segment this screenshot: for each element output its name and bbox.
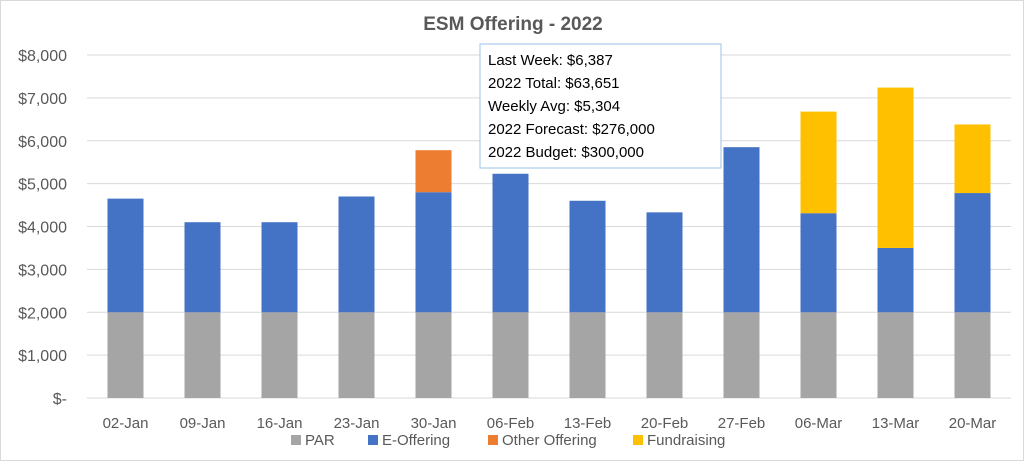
annotation-line: 2022 Total: $63,651: [488, 75, 620, 92]
bar-e-offering: [954, 193, 991, 313]
bar-e-offering: [646, 212, 683, 313]
legend-label: Other Offering: [502, 432, 597, 449]
x-tick-label: 06-Feb: [487, 415, 535, 432]
bar-fundraising: [800, 111, 837, 214]
bar-par: [877, 312, 914, 398]
y-tick-label: $4,000: [18, 220, 67, 237]
bar-par: [338, 312, 375, 398]
annotation-line: 2022 Budget: $300,000: [488, 144, 644, 161]
y-tick-label: $5,000: [18, 177, 67, 194]
x-tick-label: 13-Mar: [872, 415, 920, 432]
annotation-line: 2022 Forecast: $276,000: [488, 121, 655, 138]
x-tick-label: 20-Feb: [641, 415, 689, 432]
annotation-border: [479, 43, 722, 169]
y-tick-label: $7,000: [18, 91, 67, 108]
bar-e-offering: [184, 222, 221, 313]
y-tick-label: $3,000: [18, 262, 67, 279]
bar-e-offering: [569, 200, 606, 313]
y-tick-label: $-: [53, 391, 67, 408]
x-tick-label: 30-Jan: [411, 415, 457, 432]
bar-e-offering: [107, 198, 144, 313]
bar-par: [415, 312, 452, 398]
bar-e-offering: [261, 222, 298, 313]
y-tick-label: $2,000: [18, 305, 67, 322]
x-tick-label: 13-Feb: [564, 415, 612, 432]
bars: [107, 87, 991, 398]
bar-fundraising: [877, 87, 914, 248]
bar-par: [646, 312, 683, 398]
bar-par: [800, 312, 837, 398]
legend-swatch: [291, 435, 301, 445]
y-tick-label: $8,000: [18, 48, 67, 65]
bar-par: [492, 312, 529, 398]
legend-label: E-Offering: [382, 432, 450, 449]
x-tick-label: 02-Jan: [103, 415, 149, 432]
bar-par: [569, 312, 606, 398]
bar-e-offering: [492, 173, 529, 313]
legend-swatch: [368, 435, 378, 445]
bar-par: [107, 312, 144, 398]
x-tick-label: 27-Feb: [718, 415, 766, 432]
y-tick-label: $1,000: [18, 348, 67, 365]
bar-e-offering: [800, 213, 837, 313]
legend-label: Fundraising: [647, 432, 725, 449]
x-tick-label: 23-Jan: [334, 415, 380, 432]
bar-par: [261, 312, 298, 398]
bar-e-offering: [877, 247, 914, 313]
chart-title: ESM Offering - 2022: [423, 14, 603, 35]
bar-par: [954, 312, 991, 398]
legend-swatch: [633, 435, 643, 445]
y-tick-label: $6,000: [18, 134, 67, 151]
bar-par: [184, 312, 221, 398]
bar-fundraising: [954, 124, 991, 194]
legend-swatch: [488, 435, 498, 445]
x-tick-label: 09-Jan: [180, 415, 226, 432]
legend-label: PAR: [305, 432, 335, 449]
y-axis-ticks: $- $1,000 $2,000 $3,000 $4,000 $5,000 $6,000 $7…: [18, 48, 67, 408]
x-tick-label: 06-Mar: [795, 415, 843, 432]
bar-other-offering: [415, 150, 452, 193]
x-tick-label: 16-Jan: [257, 415, 303, 432]
bar-par: [723, 312, 760, 398]
annotation-line: Last Week: $6,387: [488, 52, 613, 69]
annotation-line: Weekly Avg: $5,304: [488, 98, 620, 115]
x-tick-label: 20-Mar: [949, 415, 997, 432]
bar-e-offering: [415, 192, 452, 313]
annotation-box: Last Week: $6,387 2022 Total: $63,651 We…: [479, 43, 722, 169]
bar-e-offering: [338, 196, 375, 313]
x-axis-ticks: 02-Jan 09-Jan 16-Jan 23-Jan 30-Jan 06-Feb 13-F…: [103, 415, 997, 432]
bar-e-offering: [723, 147, 760, 313]
legend: PAR E-Offering Other Offering Fundraising: [291, 432, 725, 449]
